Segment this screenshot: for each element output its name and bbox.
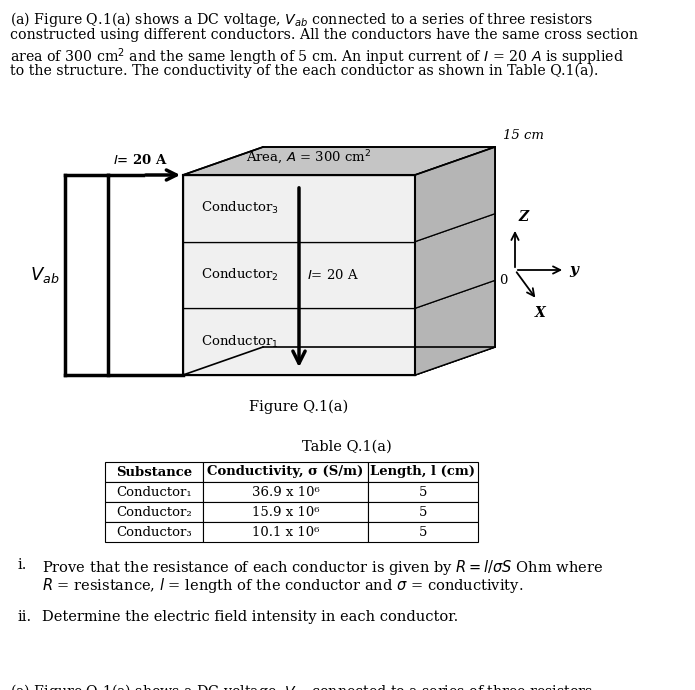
Text: Conductor$_3$: Conductor$_3$ bbox=[201, 200, 279, 217]
Polygon shape bbox=[415, 147, 495, 375]
Text: Figure Q.1(a): Figure Q.1(a) bbox=[250, 400, 349, 415]
Polygon shape bbox=[183, 347, 495, 375]
Polygon shape bbox=[183, 308, 415, 375]
Text: area of 300 cm$^2$ and the same length of 5 cm. An input current of $I$ = 20 $A$: area of 300 cm$^2$ and the same length o… bbox=[10, 46, 624, 68]
Text: 15.9 x 10⁶: 15.9 x 10⁶ bbox=[252, 506, 319, 518]
Polygon shape bbox=[183, 175, 415, 241]
Text: Conductor₁: Conductor₁ bbox=[116, 486, 192, 498]
Text: Conductivity, σ (S/m): Conductivity, σ (S/m) bbox=[207, 466, 363, 478]
Text: Z: Z bbox=[518, 210, 528, 224]
Text: Conductor$_1$: Conductor$_1$ bbox=[201, 334, 279, 350]
Text: ii.: ii. bbox=[18, 610, 32, 624]
Text: X: X bbox=[534, 306, 546, 320]
Polygon shape bbox=[183, 241, 415, 308]
Text: 5: 5 bbox=[419, 486, 427, 498]
Text: Table Q.1(a): Table Q.1(a) bbox=[302, 440, 392, 454]
Polygon shape bbox=[368, 522, 478, 542]
Polygon shape bbox=[415, 147, 495, 242]
Text: $R$ = resistance, $l$ = length of the conductor and $\sigma$ = conductivity.: $R$ = resistance, $l$ = length of the co… bbox=[42, 576, 523, 595]
Text: $I$= 20 A: $I$= 20 A bbox=[307, 268, 359, 282]
Text: (a) Figure Q.1(a) shows a DC voltage, $V_{ab}$ connected to a series of three re: (a) Figure Q.1(a) shows a DC voltage, $V… bbox=[10, 10, 593, 29]
Text: to the structure. The conductivity of the each conductor as shown in Table Q.1(a: to the structure. The conductivity of th… bbox=[10, 64, 598, 79]
Text: Conductor₂: Conductor₂ bbox=[116, 506, 192, 518]
Polygon shape bbox=[368, 502, 478, 522]
Text: $V_{ab}$: $V_{ab}$ bbox=[30, 265, 60, 285]
Polygon shape bbox=[368, 482, 478, 502]
Polygon shape bbox=[203, 522, 368, 542]
Text: 5: 5 bbox=[419, 506, 427, 518]
Text: Conductor₃: Conductor₃ bbox=[116, 526, 192, 538]
Text: (a) Figure Q.1(a) shows a DC voltage, $V_{ab}$ connected to a series of three re: (a) Figure Q.1(a) shows a DC voltage, $V… bbox=[10, 682, 593, 690]
Text: Prove that the resistance of each conductor is given by $R = l/\sigma S$ Ohm whe: Prove that the resistance of each conduc… bbox=[42, 558, 603, 577]
Polygon shape bbox=[203, 502, 368, 522]
Text: y: y bbox=[569, 263, 578, 277]
Polygon shape bbox=[105, 462, 203, 482]
Text: 5: 5 bbox=[419, 526, 427, 538]
Polygon shape bbox=[105, 522, 203, 542]
Polygon shape bbox=[105, 482, 203, 502]
Text: Length, l (cm): Length, l (cm) bbox=[370, 466, 475, 478]
Text: Area, $A$ = 300 cm$^2$: Area, $A$ = 300 cm$^2$ bbox=[246, 149, 372, 167]
Polygon shape bbox=[183, 147, 495, 175]
Text: $I$= 20 A: $I$= 20 A bbox=[113, 153, 168, 167]
Text: Substance: Substance bbox=[116, 466, 192, 478]
Text: i.: i. bbox=[18, 558, 27, 572]
Polygon shape bbox=[368, 462, 478, 482]
Text: Determine the electric field intensity in each conductor.: Determine the electric field intensity i… bbox=[42, 610, 458, 624]
Polygon shape bbox=[415, 214, 495, 308]
Text: 0: 0 bbox=[498, 274, 507, 287]
Text: 10.1 x 10⁶: 10.1 x 10⁶ bbox=[252, 526, 319, 538]
Text: Conductor$_2$: Conductor$_2$ bbox=[201, 267, 279, 283]
Text: 36.9 x 10⁶: 36.9 x 10⁶ bbox=[252, 486, 320, 498]
Polygon shape bbox=[203, 482, 368, 502]
Polygon shape bbox=[105, 502, 203, 522]
Text: constructed using different conductors. All the conductors have the same cross s: constructed using different conductors. … bbox=[10, 28, 638, 42]
Polygon shape bbox=[203, 462, 368, 482]
Text: 15 cm: 15 cm bbox=[503, 129, 544, 142]
Polygon shape bbox=[415, 280, 495, 375]
